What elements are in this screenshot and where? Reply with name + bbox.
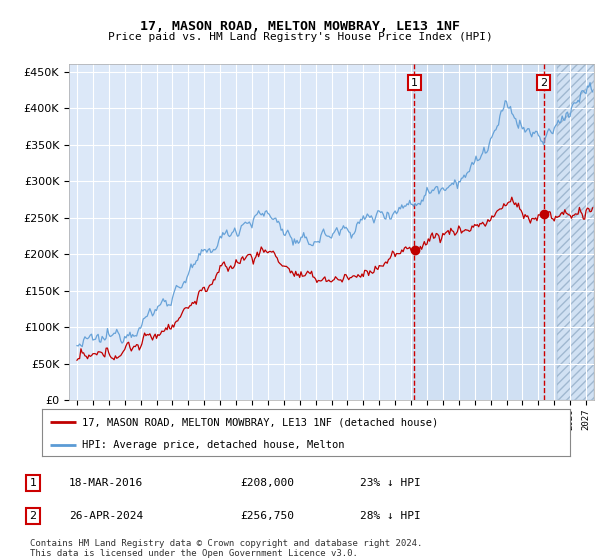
Text: Contains HM Land Registry data © Crown copyright and database right 2024.
This d: Contains HM Land Registry data © Crown c… xyxy=(30,539,422,558)
Text: 2: 2 xyxy=(29,511,37,521)
Text: 18-MAR-2016: 18-MAR-2016 xyxy=(69,478,143,488)
Bar xyxy=(557,64,594,400)
Text: 17, MASON ROAD, MELTON MOWBRAY, LE13 1NF (detached house): 17, MASON ROAD, MELTON MOWBRAY, LE13 1NF… xyxy=(82,417,438,427)
Text: 28% ↓ HPI: 28% ↓ HPI xyxy=(360,511,421,521)
Text: 26-APR-2024: 26-APR-2024 xyxy=(69,511,143,521)
Text: £208,000: £208,000 xyxy=(240,478,294,488)
Text: 23% ↓ HPI: 23% ↓ HPI xyxy=(360,478,421,488)
Text: Price paid vs. HM Land Registry's House Price Index (HPI): Price paid vs. HM Land Registry's House … xyxy=(107,32,493,43)
Text: £256,750: £256,750 xyxy=(240,511,294,521)
Text: HPI: Average price, detached house, Melton: HPI: Average price, detached house, Melt… xyxy=(82,440,344,450)
Text: 17, MASON ROAD, MELTON MOWBRAY, LE13 1NF: 17, MASON ROAD, MELTON MOWBRAY, LE13 1NF xyxy=(140,20,460,32)
Text: 1: 1 xyxy=(29,478,37,488)
Bar xyxy=(557,64,594,400)
Text: 2: 2 xyxy=(540,78,547,88)
Bar xyxy=(411,64,557,400)
Text: 1: 1 xyxy=(411,78,418,88)
